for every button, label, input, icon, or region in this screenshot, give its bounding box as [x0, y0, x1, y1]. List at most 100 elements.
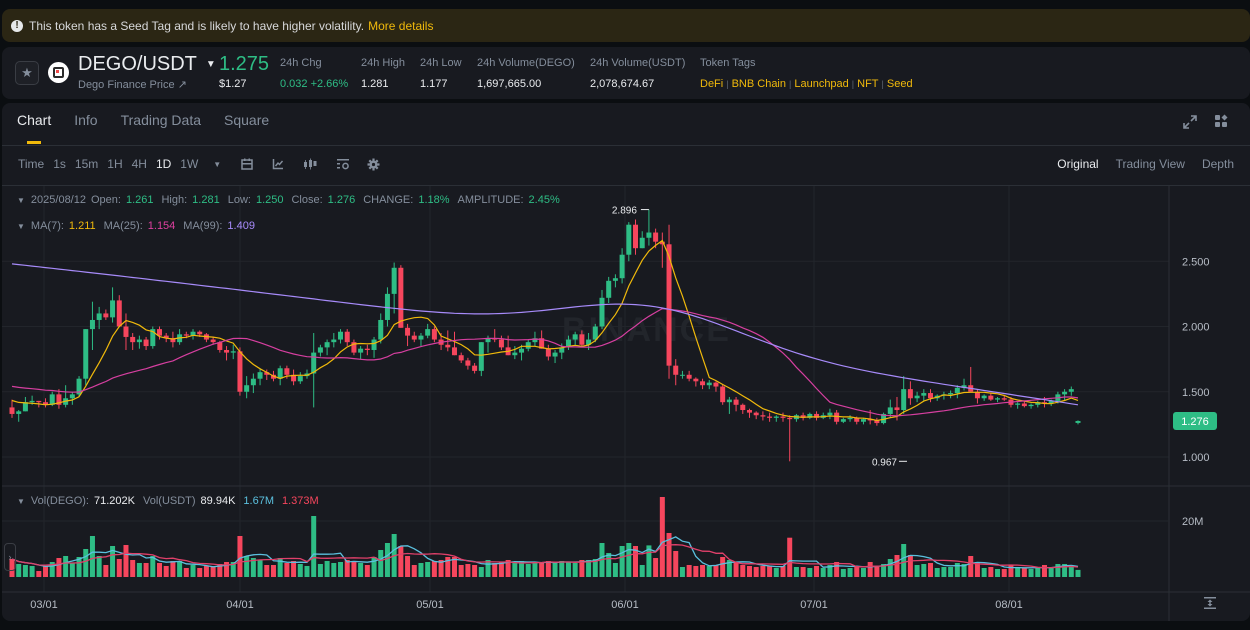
- ma-legend: ▼ MA(7): 1.211 MA(25): 1.154 MA(99): 1.409: [17, 220, 263, 232]
- candle-date: 2025/08/12: [30, 194, 86, 206]
- chevron-down-icon: ▼: [205, 59, 216, 70]
- stat-value: 2,078,674.67: [590, 78, 655, 90]
- stat-24h-change: 24h Chg 0.032 +2.66%: [280, 57, 348, 90]
- layout-grid-icon[interactable]: [1214, 114, 1228, 128]
- svg-text:2.000: 2.000: [1182, 322, 1210, 334]
- star-icon: ★: [21, 65, 33, 80]
- tag-defi[interactable]: DeFi: [700, 78, 724, 90]
- interval-15m[interactable]: 15m: [74, 157, 99, 171]
- chart-view-switcher: Original Trading View Depth: [1057, 157, 1234, 171]
- ma99-label: MA(99):: [183, 220, 223, 232]
- stat-value: 0.032 +2.66%: [280, 78, 349, 90]
- stat-label: 24h Low: [420, 57, 462, 69]
- stat-24h-volume-usdt: 24h Volume(USDT) 2,078,674.67: [590, 57, 685, 90]
- interval-time[interactable]: Time: [18, 157, 45, 171]
- svg-text:0.967: 0.967: [872, 457, 897, 468]
- tag-bnb-chain[interactable]: BNB Chain: [731, 78, 786, 90]
- amplitude-value: 2.45%: [528, 194, 560, 206]
- change-label: CHANGE:: [363, 194, 414, 206]
- last-price-usd: $1.27: [219, 78, 247, 90]
- stat-24h-high: 24h High 1.281: [361, 57, 405, 90]
- high-value: 1.281: [192, 194, 220, 206]
- stat-24h-low: 24h Low 1.177: [420, 57, 462, 90]
- token-tags: Token Tags DeFi | BNB Chain | Launchpad | NFT |…: [700, 57, 913, 90]
- svg-text:08/01: 08/01: [995, 599, 1023, 611]
- stat-value: 1.177: [420, 78, 448, 90]
- vol-dego-value: 71.202K: [94, 495, 135, 507]
- tab-chart[interactable]: Chart: [17, 112, 52, 128]
- ma25-label: MA(25):: [103, 220, 143, 232]
- svg-text:20M: 20M: [1182, 516, 1203, 528]
- price-page-link[interactable]: Dego Finance Price ↗: [78, 79, 187, 91]
- candle-type-icon[interactable]: [303, 158, 317, 170]
- tag-nft[interactable]: NFT: [857, 78, 879, 90]
- pair-selector[interactable]: DEGO/USDT ▼: [78, 53, 216, 76]
- ma25-value: 1.154: [147, 220, 176, 232]
- interval-1d[interactable]: 1D: [155, 157, 172, 171]
- tab-info[interactable]: Info: [74, 112, 98, 128]
- tab-square[interactable]: Square: [224, 112, 270, 128]
- active-tab-indicator: [27, 141, 41, 144]
- view-depth[interactable]: Depth: [1201, 157, 1234, 171]
- collapse-chevron-icon[interactable]: ▼: [17, 221, 25, 231]
- close-value: 1.276: [327, 194, 356, 206]
- open-label: Open:: [90, 194, 121, 206]
- volume-legend: ▼ Vol(DEGO): 71.202K Vol(USDT) 89.94K 1.67…: [17, 495, 327, 507]
- svg-text:06/01: 06/01: [611, 599, 639, 611]
- more-details-link[interactable]: More details: [368, 18, 434, 33]
- fullscreen-icon[interactable]: [1183, 115, 1197, 129]
- svg-text:05/01: 05/01: [416, 599, 444, 611]
- tag-launchpad[interactable]: Launchpad: [794, 78, 849, 90]
- settings-gear-icon[interactable]: [367, 158, 380, 171]
- vol-usdt-value: 89.94K: [200, 495, 236, 507]
- vol-usdt-label: Vol(USDT): [142, 495, 196, 507]
- indicators-icon[interactable]: [336, 158, 350, 170]
- stat-label: 24h High: [361, 57, 406, 69]
- stat-value: 1.281: [361, 78, 389, 90]
- interval-dropdown-icon[interactable]: ▼: [213, 159, 222, 169]
- svg-text:2.896: 2.896: [612, 206, 637, 217]
- divider: [2, 145, 1250, 146]
- interval-1h[interactable]: 1H: [107, 157, 123, 171]
- tab-trading-data[interactable]: Trading Data: [120, 112, 202, 128]
- low-label: Low:: [227, 194, 251, 206]
- token-tags-label: Token Tags: [700, 57, 756, 69]
- collapse-chevron-icon[interactable]: ▼: [17, 195, 25, 205]
- ohlc-legend: ▼ 2025/08/12 Open: 1.261 High: 1.281 Low: 1…: [17, 194, 568, 206]
- banner-text: This token has a Seed Tag and is likely …: [29, 18, 365, 33]
- svg-text:03/01: 03/01: [30, 599, 58, 611]
- ticker-bar: [2, 47, 1250, 99]
- stat-label: 24h Volume(USDT): [590, 57, 686, 69]
- svg-text:1.276: 1.276: [1181, 416, 1209, 428]
- close-label: Close:: [291, 194, 323, 206]
- interval-toolbar: Time 1s 15m 1H 4H 1D 1W ▼: [18, 157, 380, 171]
- tag-seed[interactable]: Seed: [886, 78, 913, 90]
- stat-label: 24h Chg: [280, 57, 322, 69]
- auto-scale-icon[interactable]: [1203, 597, 1217, 609]
- amplitude-label: AMPLITUDE:: [457, 194, 524, 206]
- collapse-chevron-icon[interactable]: ▼: [17, 496, 25, 506]
- warning-icon: !: [11, 19, 23, 32]
- interval-1w[interactable]: 1W: [180, 157, 199, 171]
- vol-ma-b-value: 1.373M: [282, 495, 319, 507]
- seed-tag-warning-banner: ! This token has a Seed Tag and is likel…: [2, 9, 1250, 42]
- ma99-value: 1.409: [227, 220, 255, 232]
- chevron-right-icon: ›: [8, 552, 12, 562]
- view-trading-view[interactable]: Trading View: [1115, 157, 1185, 171]
- ma7-label: MA(7):: [30, 220, 64, 232]
- favorite-star-button[interactable]: ★: [15, 61, 39, 85]
- view-original[interactable]: Original: [1057, 157, 1099, 171]
- interval-4h[interactable]: 4H: [131, 157, 147, 171]
- pair-name: DEGO/USDT: [78, 53, 197, 75]
- dego-logo: [48, 62, 69, 83]
- high-label: High:: [161, 194, 188, 206]
- calendar-icon[interactable]: [241, 158, 253, 170]
- svg-text:04/01: 04/01: [226, 599, 254, 611]
- interval-1s[interactable]: 1s: [53, 157, 66, 171]
- change-value: 1.18%: [418, 194, 450, 206]
- expand-sidebar-handle[interactable]: ›: [4, 543, 16, 571]
- drawing-tools-icon[interactable]: [272, 158, 284, 170]
- svg-text:07/01: 07/01: [800, 599, 828, 611]
- stat-24h-volume-dego: 24h Volume(DEGO) 1,697,665.00: [477, 57, 575, 90]
